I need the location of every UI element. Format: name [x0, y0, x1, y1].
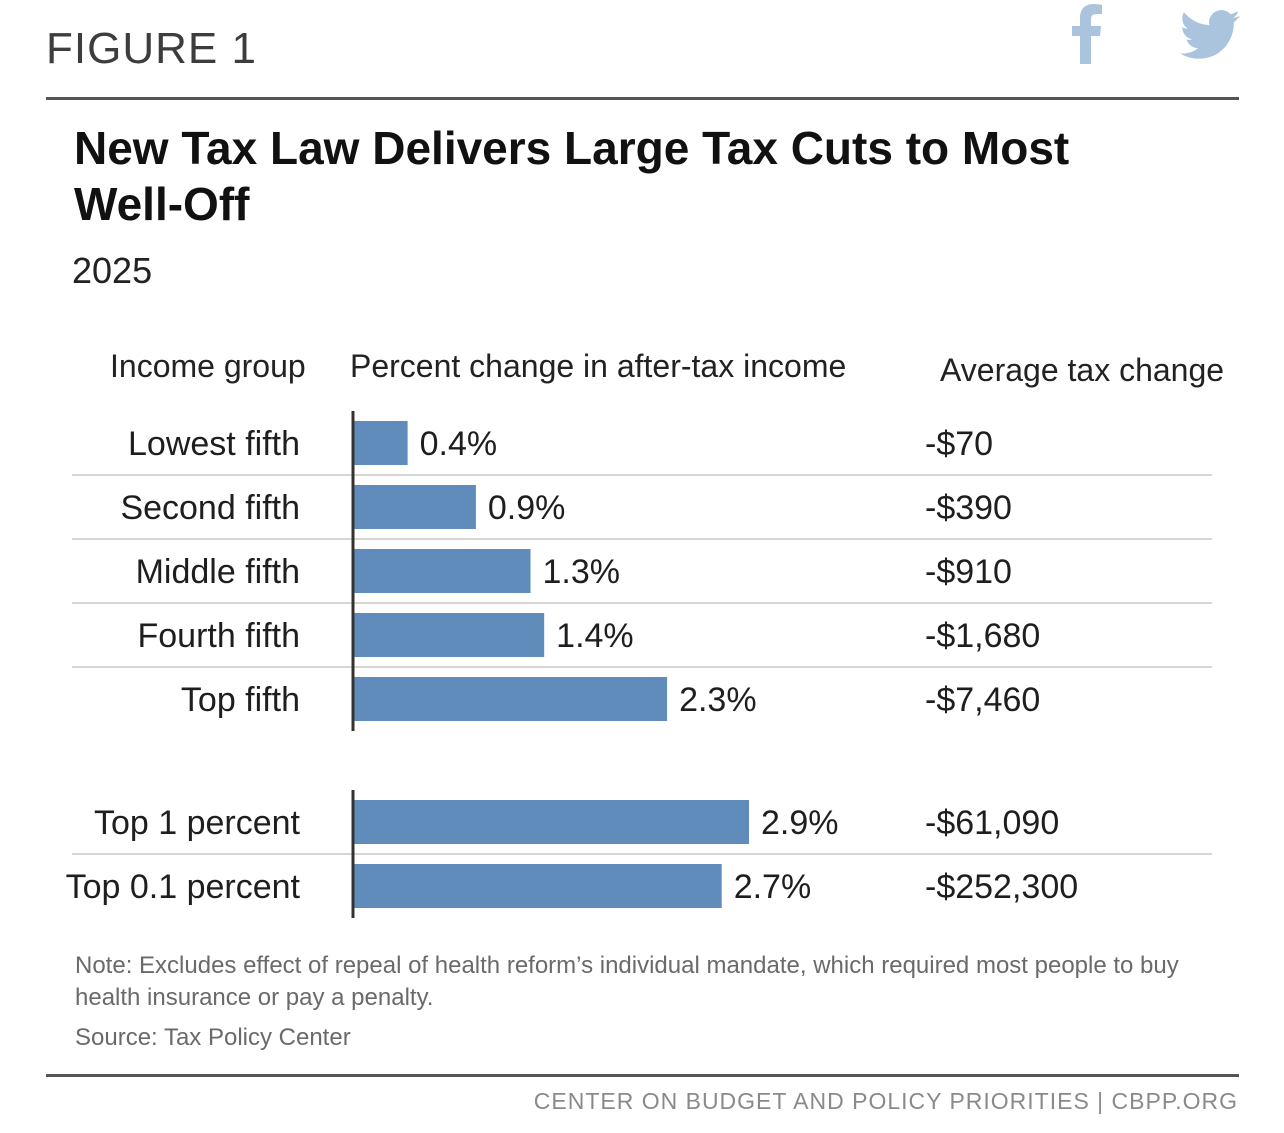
bar — [353, 549, 531, 593]
value-label: 1.3% — [543, 553, 621, 591]
bar — [353, 800, 749, 844]
percent-change-header: Percent change in after-tax income — [350, 348, 847, 384]
chart-source: Source: Tax Policy Center — [75, 1024, 351, 1051]
avg-tax-change-value: -$70 — [925, 425, 993, 463]
publisher-footer: CENTER ON BUDGET AND POLICY PRIORITIES |… — [533, 1088, 1238, 1114]
value-label: 1.4% — [556, 617, 634, 655]
avg-tax-change-value: -$61,090 — [925, 804, 1059, 842]
chart-subtitle: 2025 — [72, 250, 153, 291]
twitter-icon[interactable] — [1180, 4, 1242, 64]
value-label: 0.9% — [488, 489, 566, 527]
value-label: 2.7% — [734, 868, 812, 906]
category-label: Lowest fifth — [128, 425, 300, 463]
avg-tax-change-value: -$910 — [925, 553, 1012, 591]
income-group-header: Income group — [110, 348, 306, 384]
category-label: Fourth fifth — [137, 617, 300, 655]
bottom-divider — [46, 1074, 1239, 1077]
bar — [353, 864, 722, 908]
bar — [353, 485, 476, 529]
category-label: Top 0.1 percent — [66, 868, 301, 906]
value-label: 2.3% — [679, 681, 757, 719]
top-divider — [46, 97, 1239, 100]
avg-tax-change-value: -$1,680 — [925, 617, 1040, 655]
facebook-icon[interactable] — [1068, 4, 1108, 64]
bar — [353, 421, 408, 465]
bar — [353, 613, 545, 657]
avg-tax-change-value: -$390 — [925, 489, 1012, 527]
value-label: 2.9% — [761, 804, 839, 842]
category-label: Top fifth — [181, 681, 300, 719]
bar — [353, 677, 668, 721]
average-tax-change-header: Average tax change — [940, 352, 1225, 388]
value-label: 0.4% — [420, 425, 498, 463]
figure-label: FIGURE 1 — [46, 24, 257, 73]
chart-title: New Tax Law Delivers Large Tax Cuts to M… — [74, 122, 1070, 230]
chart-note: Note: Excludes effect of repeal of healt… — [75, 952, 1179, 1011]
category-label: Second fifth — [120, 489, 300, 527]
category-label: Top 1 percent — [94, 804, 301, 842]
avg-tax-change-value: -$7,460 — [925, 681, 1040, 719]
category-label: Middle fifth — [136, 553, 300, 591]
avg-tax-change-value: -$252,300 — [925, 868, 1078, 906]
